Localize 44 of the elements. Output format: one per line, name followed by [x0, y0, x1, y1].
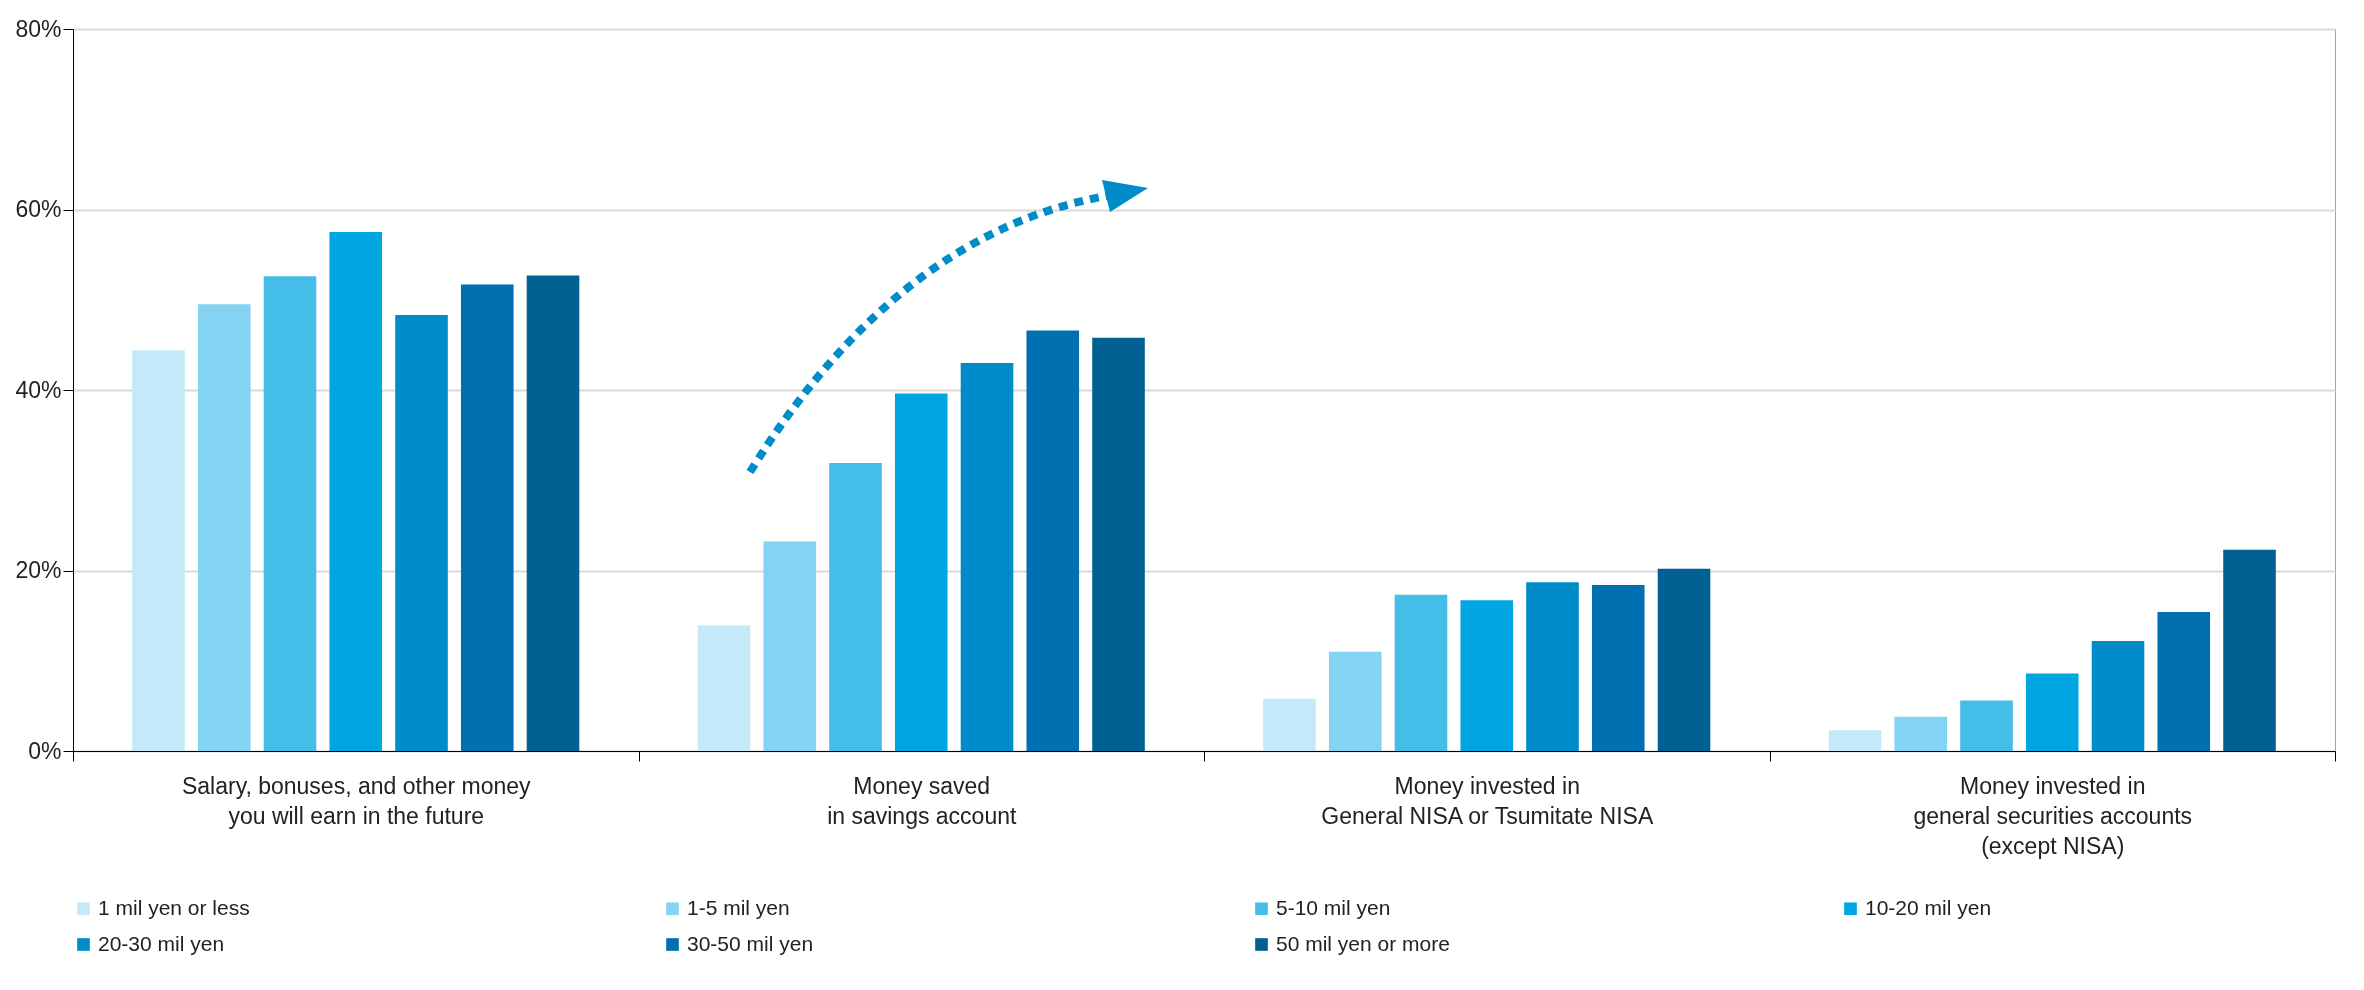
bar [395, 315, 448, 751]
bar [829, 463, 882, 751]
bar [1526, 582, 1579, 751]
bar [1828, 730, 1882, 751]
legend-label: 50 mil yen or more [1276, 931, 1450, 955]
bar [1092, 337, 1145, 751]
bar [1894, 716, 1948, 751]
x-tick-label: Money invested in General NISA or Tsumitate NISA [1321, 772, 1654, 829]
bar [2157, 612, 2211, 751]
bar [132, 350, 185, 751]
bar [1026, 330, 1080, 751]
bar [1591, 584, 1645, 751]
y-tick-label: 20% [15, 557, 62, 583]
bar [763, 541, 817, 751]
bar [1960, 700, 2013, 751]
y-tick-label: 60% [15, 196, 62, 222]
bar [526, 275, 580, 751]
legend-label: 1-5 mil yen [687, 895, 790, 919]
legend-label: 10-20 mil yen [1865, 895, 1992, 919]
x-tick-label: Money invested in general securities accounts (except NISA) [1913, 772, 2193, 859]
y-tick-label: 40% [15, 376, 62, 403]
bar [960, 362, 1014, 751]
bar [2025, 673, 2079, 751]
bar [197, 304, 251, 751]
bar [1460, 600, 1514, 751]
x-tick-label: Money saved in savings account [827, 772, 1017, 829]
bar [329, 232, 383, 751]
bar [263, 276, 317, 751]
bar [2091, 640, 2145, 751]
bar [1657, 568, 1711, 751]
x-tick-label: Salary, bonuses, and other money you will earn in the future [181, 772, 532, 829]
bar [697, 625, 751, 751]
bar [894, 393, 948, 751]
bar [2223, 549, 2276, 751]
legend-label: 5-10 mil yen [1276, 895, 1391, 919]
bar [1328, 651, 1382, 751]
legend-label: 1 mil yen or less [98, 895, 250, 919]
bar [460, 284, 514, 751]
y-tick-label: 80% [15, 15, 62, 42]
legend-label: 20-30 mil yen [98, 931, 225, 955]
bar [1394, 594, 1448, 751]
y-tick-label: 0% [28, 737, 62, 764]
bar [1263, 698, 1316, 751]
legend-label: 30-50 mil yen [687, 931, 814, 955]
